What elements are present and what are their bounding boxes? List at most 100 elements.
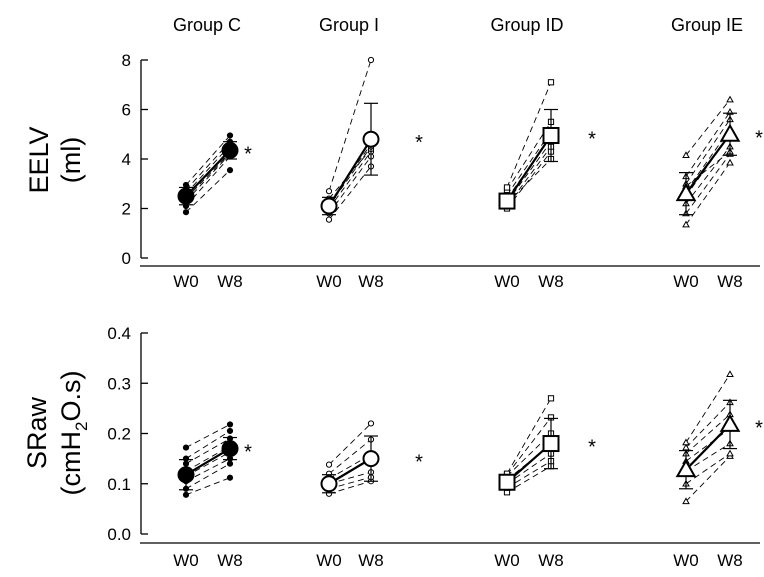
eelv-xtick-label: W8 — [217, 272, 243, 291]
sraw-ylabel-unit-b: O.s) — [56, 371, 86, 422]
sraw-xtick-label: W0 — [673, 551, 699, 570]
mean-line — [685, 133, 731, 195]
mean-line — [685, 423, 731, 471]
mean-point-w0 — [675, 183, 697, 202]
eelv-series-2: * — [498, 79, 596, 212]
individual-point-w8 — [226, 132, 234, 139]
sraw-ylabel-subscript: 2 — [72, 422, 91, 431]
individual-line — [185, 424, 231, 448]
individual-line — [506, 417, 552, 475]
individual-point-w0 — [325, 216, 333, 223]
significance-star: * — [588, 128, 596, 150]
individual-line — [328, 480, 372, 495]
mean-point-w8 — [362, 130, 380, 148]
sraw-xtick-label: W8 — [217, 551, 243, 570]
significance-star: * — [755, 127, 763, 149]
individual-line — [185, 135, 231, 186]
individual-point-w8 — [226, 167, 234, 174]
individual-point-w0 — [682, 220, 690, 228]
mean-point-w8 — [221, 141, 239, 159]
sraw-ylabel-line1: SRaw — [22, 396, 52, 469]
individual-point-w8 — [726, 95, 734, 103]
individual-line — [185, 430, 231, 460]
individual-line — [185, 463, 231, 490]
sraw-series-3: * — [675, 370, 763, 505]
mean-point-w0 — [675, 459, 697, 478]
group-title-c: Group C — [173, 15, 241, 35]
individual-line — [185, 438, 231, 465]
individual-line — [328, 151, 372, 209]
individual-line — [506, 453, 552, 485]
individual-point-w8 — [547, 79, 555, 86]
group-title-i: Group I — [319, 15, 379, 35]
individual-line — [506, 465, 552, 493]
individual-line — [185, 451, 231, 477]
individual-point-w0 — [503, 184, 511, 191]
sraw-ylabel-unit-a: (cmH — [56, 431, 86, 495]
mean-point-w8 — [221, 440, 239, 458]
individual-line — [685, 453, 731, 485]
individual-line — [328, 476, 372, 490]
individual-line — [685, 455, 731, 502]
mean-point-w8 — [542, 126, 560, 144]
significance-star: * — [755, 417, 763, 439]
mean-point-w0 — [320, 197, 338, 215]
individual-line — [685, 146, 731, 204]
plot-layer: 0 2 4 6 8 W0 W8 W0 W8 W0 W8 W0 W8 * * * * 0.0 0.1 0.2 0.3 0.4… — [107, 51, 763, 570]
individual-line — [685, 402, 731, 448]
significance-star: * — [244, 442, 252, 464]
individual-point-w0 — [182, 181, 190, 189]
individual-line — [506, 141, 552, 203]
eelv-ytick-label: 2 — [122, 200, 131, 219]
individual-line — [185, 458, 231, 482]
individual-point-w8 — [367, 56, 375, 64]
mean-point-w8 — [719, 123, 741, 142]
mean-point-w0 — [320, 475, 338, 493]
mean-line — [185, 447, 231, 476]
individual-point-w0 — [325, 461, 333, 468]
mean-point-w8 — [719, 413, 741, 432]
individual-point-w0 — [182, 491, 190, 498]
significance-star: * — [244, 143, 252, 165]
panel-sraw: 0.0 0.1 0.2 0.3 0.4 W0 W8 W0 W8 W0 W8 W0 W8 * * * * — [107, 324, 763, 570]
individual-line — [685, 162, 731, 225]
individual-point-w0 — [682, 497, 690, 505]
sraw-ylabel-line2: (cmH2O.s) — [56, 371, 91, 496]
eelv-xtick-label: W0 — [173, 272, 199, 291]
sraw-xtick-label: W8 — [717, 551, 743, 570]
eelv-ytick-label: 8 — [122, 51, 131, 70]
eelv-series-1: * — [320, 56, 423, 223]
individual-line — [185, 169, 231, 213]
mean-point-w0 — [498, 192, 516, 210]
individual-line — [685, 428, 731, 462]
sraw-xtick-label: W0 — [173, 551, 199, 570]
sraw-ytick-label: 0.2 — [107, 425, 131, 444]
mean-point-w0 — [177, 466, 195, 484]
individual-point-w8 — [547, 395, 555, 402]
individual-line — [506, 398, 552, 474]
mean-line — [185, 149, 231, 197]
mean-point-w0 — [498, 473, 516, 491]
eelv-series-0: * — [177, 132, 252, 216]
significance-star: * — [415, 132, 423, 154]
significance-star: * — [588, 437, 596, 459]
sraw-xtick-label: W8 — [538, 551, 564, 570]
individual-line — [685, 111, 731, 177]
sraw-series-0: * — [177, 421, 252, 498]
sraw-series-1: * — [320, 420, 423, 497]
individual-line — [506, 460, 552, 489]
individual-point-w0 — [325, 188, 333, 195]
eelv-ytick-label: 0 — [122, 249, 131, 268]
individual-point-w8 — [226, 474, 234, 481]
individual-line — [328, 59, 372, 192]
individual-point-w0 — [182, 444, 190, 451]
mean-point-w8 — [362, 450, 380, 468]
eelv-ytick-label: 6 — [122, 101, 131, 120]
sraw-ytick-label: 0.1 — [107, 475, 131, 494]
eelv-xtick-label: W0 — [316, 272, 342, 291]
sraw-ytick-label: 0.0 — [107, 525, 131, 544]
panel-eelv: 0 2 4 6 8 W0 W8 W0 W8 W0 W8 W0 W8 * * * * — [122, 51, 764, 291]
sraw-xtick-label: W8 — [358, 551, 384, 570]
individual-line — [328, 439, 372, 475]
